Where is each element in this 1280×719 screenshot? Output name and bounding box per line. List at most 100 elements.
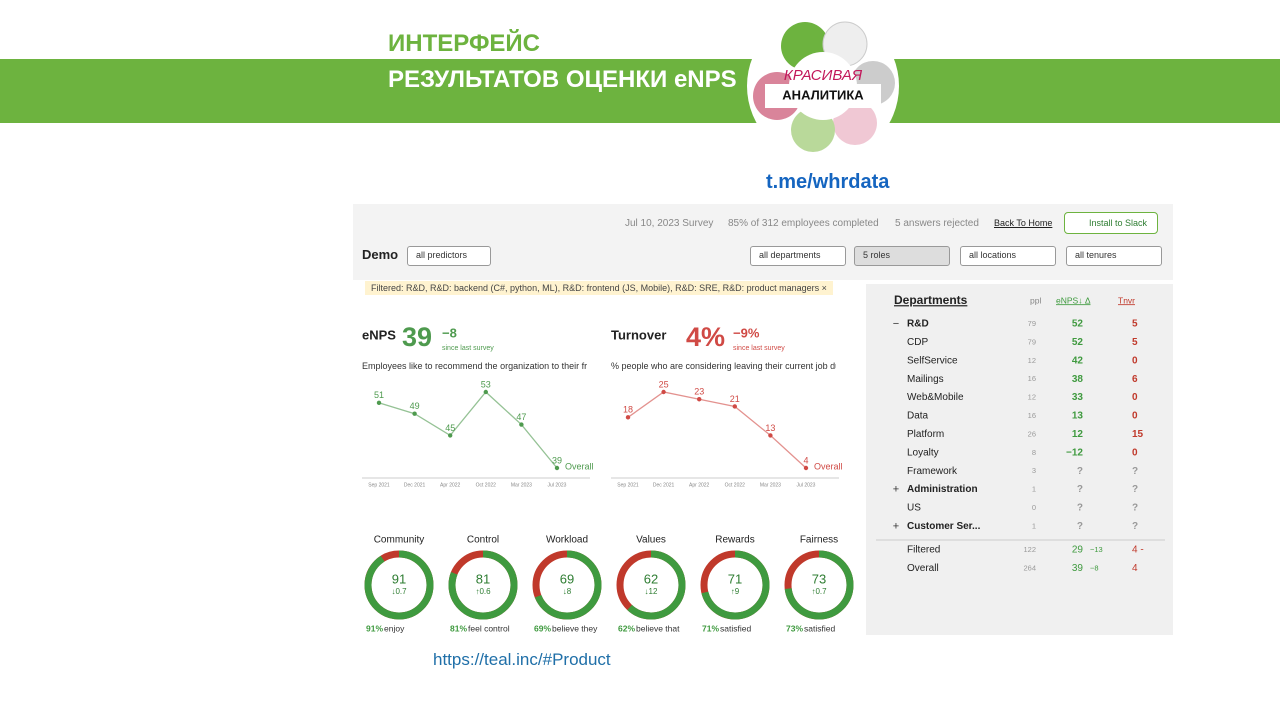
- point: [803, 465, 809, 471]
- dept-tnvr: 0: [1132, 411, 1138, 422]
- gauge-title: Values: [636, 535, 666, 546]
- panel-since: since last survey: [442, 345, 494, 352]
- dept-ppl: 12: [1028, 393, 1036, 402]
- gauge-pct: 91%: [366, 623, 383, 633]
- gauge-arc: [448, 550, 518, 620]
- x-tick-label: Sep 2021: [368, 482, 390, 488]
- point-label: 13: [765, 423, 775, 433]
- point-label: 39: [552, 455, 562, 465]
- dept-tnvr: 5: [1132, 319, 1138, 330]
- x-tick-label: Oct 2022: [476, 482, 497, 488]
- point-label: 49: [410, 401, 420, 411]
- dept-name: Overall: [907, 563, 939, 574]
- gauge-caption: enjoy: [384, 623, 405, 633]
- dept-tnvr: ?: [1132, 521, 1138, 532]
- end-label: Overall: [814, 461, 843, 471]
- panel-label: Turnover: [611, 327, 666, 342]
- channel-link[interactable]: t.me/whrdata: [766, 171, 890, 193]
- gauge-score: 81: [476, 571, 490, 586]
- gauge-arc: [364, 550, 434, 620]
- point: [412, 411, 417, 416]
- dept-enps: 33: [1072, 392, 1084, 403]
- logo: КРАСИВАЯ АНАЛИТИКА: [747, 10, 899, 162]
- point-label: 18: [623, 405, 633, 415]
- x-tick-label: Jul 2023: [548, 482, 567, 488]
- gauge-title: Control: [467, 535, 499, 546]
- dept-tnvr: 6: [1132, 374, 1138, 385]
- x-tick-label: Oct 2022: [725, 482, 746, 488]
- gauge-caption: satisfied: [804, 623, 835, 633]
- gauge-pct: 73%: [786, 623, 803, 633]
- point: [483, 389, 488, 395]
- footer-link[interactable]: https://teal.inc/#Product: [433, 650, 611, 669]
- gauge-change: ↓8: [563, 587, 572, 596]
- gauge-change: ↑0.7: [811, 587, 827, 596]
- roles-select[interactable]: 5 roles: [854, 246, 950, 266]
- x-tick-label: Apr 2022: [440, 482, 461, 488]
- gauge-arc: [616, 550, 686, 620]
- trend-line: [627, 391, 807, 469]
- gauge-pct: 69%: [534, 623, 551, 633]
- dept-ppl: 26: [1028, 429, 1036, 438]
- point: [732, 404, 737, 409]
- dept-ppl: 1: [1032, 485, 1036, 494]
- dept-ppl: 122: [1023, 545, 1036, 554]
- point-label: 51: [374, 390, 384, 400]
- survey: Jul 10, 2023 Survey: [625, 218, 714, 229]
- x-tick-label: Dec 2021: [653, 482, 675, 488]
- point: [768, 433, 773, 438]
- gauge-change: ↓12: [645, 587, 658, 596]
- tenures-select[interactable]: all tenures: [1066, 246, 1162, 266]
- dept-enps: ?: [1077, 503, 1083, 514]
- expand-toggle: +: [893, 520, 899, 532]
- panel-value: 4%: [686, 322, 725, 352]
- dept-ppl: 1: [1032, 521, 1036, 530]
- dept-name: Data: [907, 411, 929, 422]
- panel-since: since last survey: [733, 345, 785, 352]
- dept-enps: 42: [1072, 355, 1084, 366]
- table-header: Tnvr: [1118, 295, 1135, 305]
- dept-ppl: 8: [1032, 448, 1036, 457]
- gauge-arc: [532, 550, 602, 620]
- locations-select[interactable]: all locations: [960, 246, 1056, 266]
- gauge-pct: 81%: [450, 623, 467, 633]
- departments-select[interactable]: all departments: [750, 246, 846, 266]
- dept-tnvr: 15: [1132, 429, 1144, 440]
- dept-tnvr: ?: [1132, 503, 1138, 514]
- dept-name: CDP: [907, 337, 928, 348]
- point: [625, 415, 631, 420]
- completion: 85% of 312 employees completed: [728, 218, 879, 229]
- rejected: 5 answers rejected: [895, 218, 979, 229]
- panel-delta: −8: [442, 325, 457, 340]
- expand-toggle: +: [893, 484, 899, 496]
- x-tick-label: Dec 2021: [404, 482, 426, 488]
- install-button[interactable]: Install to Slack: [1064, 212, 1159, 234]
- demo-title: Demo: [362, 247, 399, 262]
- gauge-title: Rewards: [715, 535, 754, 546]
- point-label: 21: [730, 394, 740, 404]
- gauge-title: Community: [374, 535, 425, 546]
- dept-name: Platform: [907, 429, 944, 440]
- gauge-score: 71: [728, 571, 742, 586]
- gauge-change: ↑0.6: [475, 587, 491, 596]
- dept-enps: 52: [1072, 337, 1084, 348]
- gauge-pct: 62%: [618, 623, 635, 633]
- dept-name: Framework: [907, 466, 958, 477]
- predictors-select[interactable]: all predictors: [407, 246, 491, 266]
- dept-ppl: 16: [1028, 374, 1036, 383]
- dept-name: Loyalty: [907, 447, 939, 458]
- x-tick-label: Apr 2022: [689, 482, 710, 488]
- dept-ppl: 12: [1028, 356, 1036, 365]
- gauge-title: Fairness: [800, 535, 838, 546]
- panel-value: 39: [402, 322, 432, 352]
- dept-enps: 39: [1072, 563, 1084, 574]
- gauge-score: 62: [644, 571, 658, 586]
- dept-name: SelfService: [907, 355, 958, 366]
- point: [661, 389, 666, 395]
- back-link[interactable]: Back To Home: [994, 218, 1053, 228]
- dept-enps: 52: [1072, 319, 1084, 330]
- x-tick-label: Mar 2023: [511, 482, 532, 488]
- dept-delta: −8: [1090, 563, 1099, 572]
- dept-name: Customer Ser...: [907, 521, 981, 532]
